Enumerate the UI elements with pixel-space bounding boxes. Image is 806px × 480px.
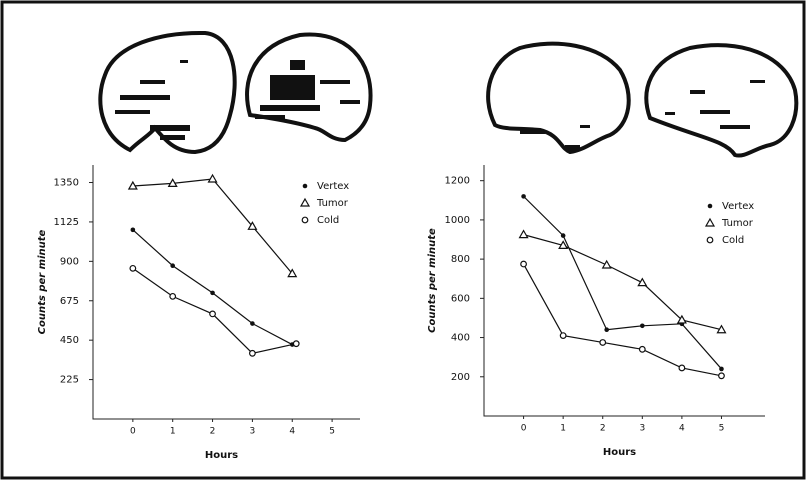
y-tick-label: 900 — [60, 256, 79, 267]
point — [301, 216, 309, 224]
point — [247, 221, 258, 230]
y-tick-label: 1200 — [445, 176, 470, 187]
x-tick-label: 0 — [521, 424, 527, 434]
series-line — [523, 234, 722, 331]
point — [167, 178, 178, 187]
point — [676, 314, 687, 324]
point — [520, 260, 527, 268]
x-tick-label: 5 — [329, 427, 335, 437]
y-tick-label: 450 — [60, 335, 79, 346]
x-tick-label: 1 — [170, 427, 176, 437]
point — [640, 323, 645, 329]
point — [638, 345, 646, 353]
point — [250, 321, 255, 326]
x-tick-label: 4 — [679, 424, 685, 434]
x-axis-label: Hours — [205, 450, 238, 461]
legend-label: Cold — [317, 215, 339, 226]
y-tick-label: 600 — [451, 293, 470, 304]
point — [559, 332, 567, 340]
point — [130, 227, 136, 233]
x-tick-label: 2 — [210, 427, 216, 437]
x-tick-label: 4 — [289, 427, 295, 437]
x-tick-label: 3 — [639, 424, 645, 434]
point — [704, 217, 716, 227]
x-tick-label: 1 — [560, 424, 566, 434]
point — [209, 310, 216, 318]
point — [210, 290, 215, 296]
y-tick-label: 675 — [60, 296, 79, 307]
legend-label: Tumor — [316, 198, 349, 209]
x-tick-label: 3 — [250, 427, 256, 437]
point — [299, 197, 311, 207]
point — [718, 372, 725, 380]
legend-label: Cold — [722, 235, 744, 246]
point — [169, 292, 177, 300]
legend-item: Cold — [301, 215, 339, 226]
y-tick-label: 1125 — [54, 217, 79, 228]
legend-label: Vertex — [722, 201, 754, 212]
y-tick-label: 1000 — [445, 215, 470, 226]
point — [302, 183, 308, 189]
y-axis-label: Counts per minute — [427, 228, 438, 333]
point — [599, 339, 607, 346]
x-tick-label: 5 — [719, 424, 725, 434]
legend-item: Tumor — [704, 217, 754, 229]
point — [707, 203, 713, 209]
point — [518, 229, 529, 239]
axes — [92, 165, 360, 420]
point — [678, 364, 686, 372]
point — [706, 236, 714, 244]
legend-item: Vertex — [707, 201, 754, 212]
point — [716, 324, 727, 334]
point — [127, 180, 138, 190]
point — [604, 327, 609, 333]
point — [207, 173, 218, 183]
x-tick-label: 0 — [130, 427, 136, 437]
point — [292, 340, 300, 348]
point — [560, 233, 566, 238]
axes — [483, 165, 765, 417]
legend-item: Cold — [706, 235, 744, 246]
legend-label: Tumor — [721, 218, 754, 229]
series-line — [523, 263, 722, 377]
y-tick-label: 800 — [451, 254, 470, 265]
series-line — [523, 195, 722, 370]
y-tick-label: 200 — [451, 372, 470, 383]
point — [170, 263, 176, 269]
y-tick-label: 225 — [60, 375, 79, 386]
point — [249, 349, 256, 357]
point — [637, 277, 648, 287]
x-tick-label: 2 — [600, 424, 606, 434]
point — [521, 194, 526, 199]
point — [558, 240, 569, 249]
brain-scans — [98, 30, 799, 158]
y-tick-label: 400 — [451, 333, 470, 344]
legend-item: Vertex — [302, 181, 349, 192]
x-axis-label: Hours — [603, 447, 636, 458]
legend-item: Tumor — [299, 197, 349, 209]
point — [601, 259, 612, 269]
legend-label: Vertex — [317, 181, 349, 192]
y-tick-label: 1350 — [54, 178, 79, 189]
y-axis-label: Counts per minute — [37, 229, 48, 334]
point — [287, 268, 298, 278]
point — [719, 366, 724, 372]
point — [129, 264, 137, 272]
